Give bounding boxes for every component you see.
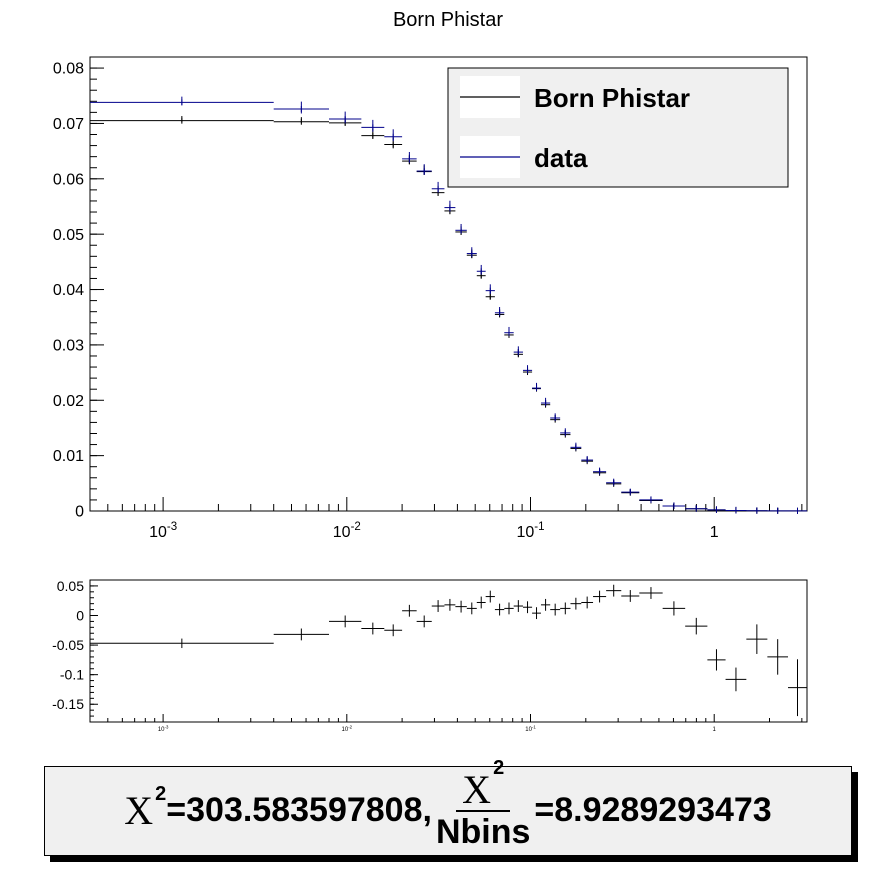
chi2-symbol: X [462, 767, 492, 813]
y-tick-label: -0.15 [52, 696, 84, 712]
x-tick-exponent: -1 [534, 521, 544, 533]
x-tick-label: 10-2 [342, 724, 353, 733]
chi2-value: =303.583597808, [166, 791, 432, 830]
x-tick-label: 10-2 [333, 521, 361, 541]
legend: Born Phistar data [447, 67, 789, 188]
legend-label-born: Born Phistar [534, 83, 690, 113]
y-tick-label: 0.05 [57, 578, 84, 594]
chi2-superscript: 2 [493, 757, 505, 780]
y-tick-label: 0.07 [53, 116, 84, 133]
x-tick-exponent: -1 [532, 724, 536, 729]
fraction-denominator: Nbins [435, 813, 531, 852]
y-tick-label: 0.08 [53, 61, 84, 78]
chi2-text: X 2 =303.583597808, X 2 Nbins =8.9289293… [124, 758, 772, 852]
y-tick-label: 0.01 [53, 448, 84, 465]
main-plot: 0 0.01 0.02 0.03 0.04 0.05 0.06 0.07 0.08 10-3 10-… [53, 56, 808, 541]
chi2-symbol: X [124, 788, 154, 834]
y-tick-label: -0.1 [60, 667, 84, 683]
y-tick-label: 0.04 [53, 282, 84, 299]
x-tick-exponent: -3 [165, 724, 169, 729]
y-tick-label: 0 [76, 607, 84, 623]
chi2-fraction: X 2 Nbins [435, 758, 531, 852]
legend-label-data: data [534, 143, 588, 173]
chart-title: Born Phistar [393, 9, 503, 31]
x-tick-label: 10-1 [516, 521, 544, 541]
series-0 [90, 584, 807, 717]
fraction-numerator: X 2 [456, 758, 511, 813]
chi2-box: X 2 =303.583597808, X 2 Nbins =8.9289293… [44, 758, 852, 856]
chart-canvas: Born Phistar 0 0.01 0.02 0.03 0.04 0.05 0.06 0.… [52, 9, 808, 733]
x-tick-label: 1 [713, 727, 717, 733]
y-tick-label: 0.05 [53, 227, 84, 244]
x-tick-label: 10-3 [149, 521, 177, 541]
x-tick-label: 10-3 [158, 724, 169, 733]
chi2-superscript: 2 [155, 783, 167, 806]
ratio-plot: -0.15 -0.1 -0.05 0 0.05 10-3 10-2 10-1 1 [52, 578, 808, 733]
x-tick-label: 1 [710, 524, 719, 541]
x-tick-label: 10-1 [525, 724, 536, 733]
x-tick-exponent: -2 [351, 521, 361, 533]
y-tick-label: 0.02 [53, 393, 84, 410]
x-tick-exponent: -2 [348, 724, 352, 729]
chi2-ratio: =8.9289293473 [534, 791, 772, 830]
y-tick-label: -0.05 [52, 637, 84, 653]
y-tick-label: 0.03 [53, 338, 84, 355]
plot-frame [89, 56, 808, 512]
x-tick-exponent: -3 [167, 521, 177, 533]
y-tick-label: 0 [75, 504, 84, 521]
y-tick-label: 0.06 [53, 171, 84, 188]
plot-frame [89, 579, 808, 723]
series-1 [90, 96, 807, 514]
